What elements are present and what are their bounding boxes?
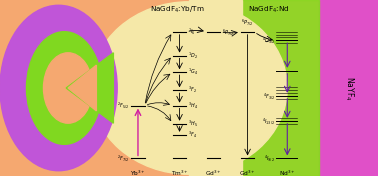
Text: Yb$^{3+}$: Yb$^{3+}$ — [130, 169, 146, 176]
Ellipse shape — [0, 5, 117, 171]
Ellipse shape — [43, 53, 93, 123]
Text: NaYF$_4$: NaYF$_4$ — [343, 76, 356, 100]
Text: Gd$^{3+}$: Gd$^{3+}$ — [239, 169, 256, 176]
Text: $^6P_{7/2}$: $^6P_{7/2}$ — [242, 17, 254, 27]
Text: $^3H_5$: $^3H_5$ — [188, 119, 198, 129]
Text: Tm$^{3+}$: Tm$^{3+}$ — [170, 169, 189, 176]
Text: $^4I_{13/2}$: $^4I_{13/2}$ — [262, 116, 275, 126]
Polygon shape — [68, 65, 96, 111]
Text: $^4I_{9/2}$: $^4I_{9/2}$ — [264, 154, 275, 163]
Polygon shape — [66, 53, 113, 123]
Text: $^1G_4$: $^1G_4$ — [188, 67, 198, 77]
Ellipse shape — [26, 32, 102, 144]
Ellipse shape — [91, 2, 287, 174]
Polygon shape — [242, 0, 319, 176]
Text: Nd$^{3+}$: Nd$^{3+}$ — [279, 169, 296, 176]
Polygon shape — [189, 0, 242, 176]
Text: $^3H_4$: $^3H_4$ — [188, 100, 198, 111]
Text: $^2F_{7/2}$: $^2F_{7/2}$ — [117, 154, 129, 163]
Text: $^3F_2$: $^3F_2$ — [188, 85, 197, 95]
Text: $^4D_{3/2}$: $^4D_{3/2}$ — [262, 36, 275, 45]
Text: NaGdF$_4$:Yb/Tm: NaGdF$_4$:Yb/Tm — [150, 5, 205, 15]
Text: $^2F_{5/2}$: $^2F_{5/2}$ — [117, 101, 129, 110]
Text: NaGdF$_4$:Nd: NaGdF$_4$:Nd — [248, 5, 289, 15]
Text: $^3F_4$: $^3F_4$ — [188, 130, 197, 140]
Text: $^1D_2$: $^1D_2$ — [188, 50, 198, 61]
Polygon shape — [319, 0, 378, 176]
Text: $^1I_6$: $^1I_6$ — [188, 27, 196, 37]
Text: $^4F_{3/2}$: $^4F_{3/2}$ — [263, 91, 275, 100]
Text: Gd$^{3+}$: Gd$^{3+}$ — [205, 169, 222, 176]
Text: $^6P_{7/2}$: $^6P_{7/2}$ — [222, 27, 235, 37]
